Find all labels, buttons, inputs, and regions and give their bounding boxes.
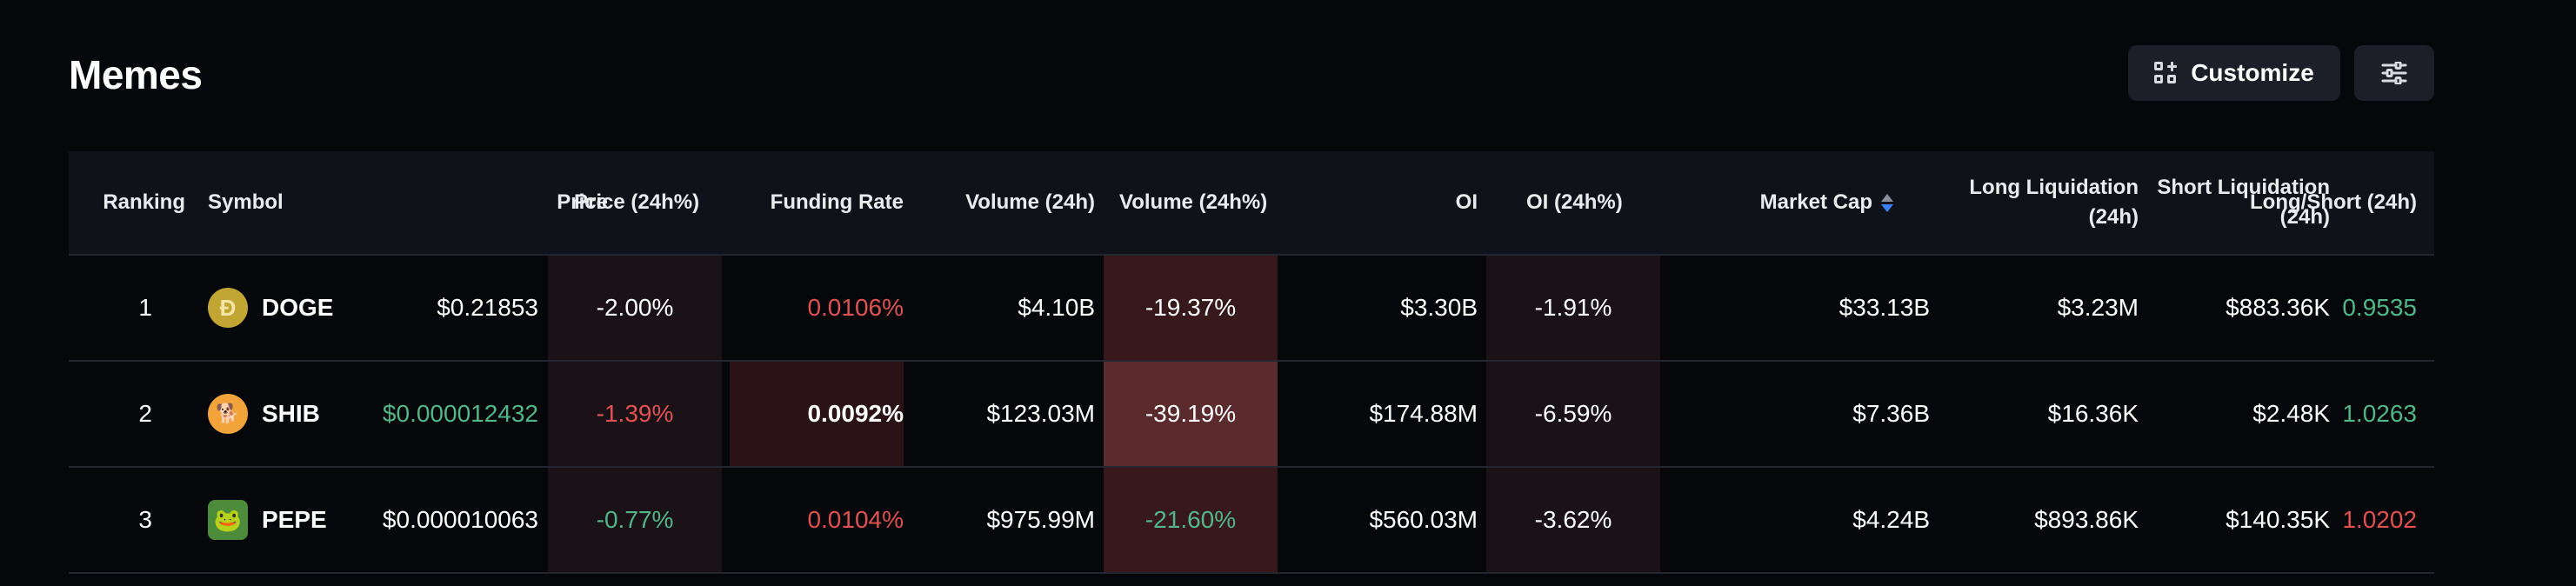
doge-coin-icon: Ð — [208, 288, 248, 328]
symbol-name: PEPE — [262, 506, 327, 533]
oi-cell: $3.30B — [1400, 294, 1478, 321]
market-cap-cell: $7.36B — [1852, 400, 1930, 427]
short-liquidation-cell: $883.36K — [2226, 294, 2330, 321]
volume-24h-pct-cell: -21.60% — [1145, 506, 1237, 533]
oi-24h-cell: -6.59% — [1534, 400, 1612, 427]
col-long-liq-line2: (24h) — [2088, 205, 2139, 229]
volume-24h-pct-cell: -39.19% — [1145, 400, 1237, 427]
col-ranking[interactable]: Ranking — [103, 190, 185, 214]
col-symbol[interactable]: Symbol — [208, 190, 284, 214]
price-24h-cell: -1.39% — [596, 400, 674, 427]
ranking-cell: 3 — [138, 506, 152, 533]
col-oi[interactable]: OI — [1455, 190, 1478, 214]
long-short-cell: 1.0202 — [2342, 506, 2417, 533]
short-liquidation-cell: $2.48K — [2252, 400, 2330, 427]
col-price-24h-label: Price (24h%) — [574, 190, 700, 214]
symbol-name: DOGE — [262, 294, 334, 321]
long-liquidation-cell: $893.86K — [2034, 506, 2139, 533]
price-24h-cell: -2.00% — [596, 294, 674, 321]
price-cell: $0.21853 — [437, 294, 538, 321]
col-funding-rate[interactable]: Funding Rate — [770, 190, 904, 214]
col-market-cap-label: Market Cap — [1759, 190, 1872, 214]
oi-24h-cell: -3.62% — [1534, 506, 1612, 533]
oi-24h-cell: -1.91% — [1534, 294, 1612, 321]
col-long-short[interactable]: Long/Short (24h) — [2250, 190, 2417, 214]
customize-button[interactable]: Customize — [2128, 45, 2340, 101]
volume-24h-cell: $123.03M — [986, 400, 1095, 427]
ranking-cell: 2 — [138, 400, 152, 427]
grid-plus-icon — [2154, 62, 2178, 84]
col-short-liq-line1: Short Liquidation — [2157, 176, 2330, 199]
ranking-cell: 1 — [138, 294, 152, 321]
volume-24h-cell: $975.99M — [986, 506, 1095, 533]
funding-rate-cell: 0.0104% — [807, 506, 904, 533]
funding-rate-cell: 0.0092% — [807, 400, 904, 427]
page-header: Memes Customize — [69, 45, 2434, 101]
table-row[interactable]: 1 Ð DOGE $0.21853 -2.00% 0.0106% $4.10B … — [69, 256, 2434, 362]
col-volume-24h-pct[interactable]: Volume (24h%) — [1119, 190, 1268, 214]
col-market-cap[interactable]: Market Cap — [1704, 151, 1893, 254]
shib-coin-icon: 🐕 — [208, 394, 248, 434]
col-short-liq-line2: (24h) — [2279, 205, 2330, 229]
table-row[interactable]: 3 🐸 PEPE $0.000010063 -0.77% 0.0104% $97… — [69, 468, 2434, 574]
long-liquidation-cell: $3.23M — [2057, 294, 2139, 321]
col-volume-24h[interactable]: Volume (24h) — [965, 190, 1095, 214]
short-liquidation-cell: $140.35K — [2226, 506, 2330, 533]
col-oi-24h[interactable]: OI (24h%) — [1526, 190, 1623, 214]
table-row[interactable]: 2 🐕 SHIB $0.000012432 -1.39% 0.0092% $12… — [69, 362, 2434, 468]
long-liquidation-cell: $16.36K — [2047, 400, 2139, 427]
col-price-24h[interactable]: Price (24h%) — [574, 151, 783, 254]
symbol-cell[interactable]: 🐕 SHIB — [208, 362, 399, 466]
col-long-liq-line1: Long Liquidation — [1969, 176, 2139, 199]
symbol-cell[interactable]: Ð DOGE — [208, 256, 399, 360]
filter-settings-button[interactable] — [2354, 45, 2434, 101]
pepe-coin-icon: 🐸 — [208, 500, 248, 540]
memes-table: Ranking Symbol Price Price (24h%) Fundin… — [69, 151, 2434, 574]
long-short-cell: 1.0263 — [2342, 400, 2417, 427]
sliders-icon — [2381, 62, 2407, 84]
col-price[interactable]: Price — [557, 190, 608, 214]
long-short-cell: 0.9535 — [2342, 294, 2417, 321]
market-cap-cell: $33.13B — [1839, 294, 1930, 321]
price-cell: $0.000012432 — [382, 400, 538, 427]
volume-24h-pct-cell: -19.37% — [1145, 294, 1237, 321]
oi-cell: $560.03M — [1369, 506, 1478, 533]
market-cap-cell: $4.24B — [1852, 506, 1930, 533]
sort-icon[interactable] — [1881, 193, 1893, 212]
col-short-liquidation[interactable]: Short Liquidation (24h) — [2069, 151, 2330, 254]
price-24h-cell: -0.77% — [596, 506, 674, 533]
price-cell: $0.000010063 — [382, 506, 538, 533]
symbol-cell[interactable]: 🐸 PEPE — [208, 468, 399, 572]
oi-cell: $174.88M — [1369, 400, 1478, 427]
funding-rate-cell: 0.0106% — [807, 294, 904, 321]
col-long-liquidation[interactable]: Long Liquidation (24h) — [1895, 151, 2139, 254]
page-title: Memes — [69, 52, 203, 97]
table-header: Ranking Symbol Price Price (24h%) Fundin… — [69, 151, 2434, 256]
volume-24h-cell: $4.10B — [1018, 294, 1095, 321]
customize-label: Customize — [2191, 59, 2314, 86]
symbol-name: SHIB — [262, 400, 320, 427]
